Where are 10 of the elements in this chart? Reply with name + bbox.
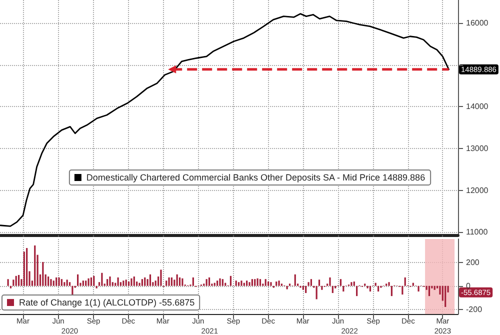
y-tick-label: -200 [466,304,483,314]
y-tick-label: 11000 [466,228,488,237]
line-series [0,13,450,227]
legend-label: Domestically Chartered Commercial Banks Other Deposits SA - Mid Price 14889.886 [86,172,426,182]
y-tick-label: 14000 [466,102,489,112]
y-tick-label: 12000 [466,186,489,195]
y-tick-label: 13000 [466,144,489,153]
y-tick-label: 200 [466,258,480,267]
legend-label: Rate of Change 1(1) (ALCLOTDP) -55.6875 [19,298,195,308]
y-tick-label: 16000 [466,18,489,28]
